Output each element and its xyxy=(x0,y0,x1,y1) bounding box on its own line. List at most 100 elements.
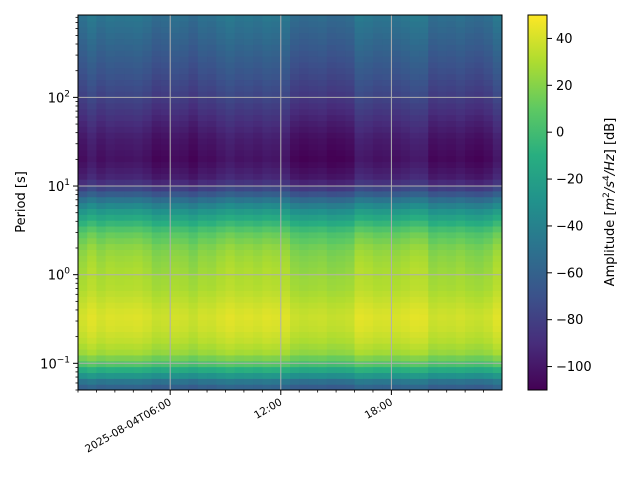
heatmap-cell xyxy=(87,384,98,390)
heatmap-cell xyxy=(483,360,494,368)
heatmap-cell xyxy=(160,44,171,51)
heatmap-cell xyxy=(271,149,282,157)
heatmap-cell xyxy=(363,378,374,385)
heatmap-cell xyxy=(225,266,236,274)
heatmap-cell xyxy=(170,97,180,104)
heatmap-cell xyxy=(96,384,107,390)
heatmap-cell xyxy=(262,161,273,168)
heatmap-cell xyxy=(96,296,107,303)
heatmap-cell xyxy=(492,225,502,233)
heatmap-cell xyxy=(492,243,502,250)
heatmap-cell xyxy=(354,126,365,133)
heatmap-cell xyxy=(114,61,125,69)
heatmap-cell xyxy=(179,220,190,227)
heatmap-cell xyxy=(151,237,162,245)
heatmap-cell xyxy=(409,167,420,174)
heatmap-cell xyxy=(160,343,171,350)
heatmap-cell xyxy=(446,61,457,69)
heatmap-cell xyxy=(428,214,439,221)
heatmap-cell xyxy=(336,149,346,157)
heatmap-cell xyxy=(437,143,448,151)
heatmap-cell xyxy=(483,15,494,22)
heatmap-cell xyxy=(465,255,475,262)
heatmap-cell xyxy=(428,313,439,321)
heatmap-cell xyxy=(105,225,116,233)
heatmap-cell xyxy=(465,354,475,362)
heatmap-cell xyxy=(465,38,475,45)
heatmap-cell xyxy=(400,184,411,192)
heatmap-cell xyxy=(253,313,263,321)
heatmap-cell xyxy=(419,348,429,356)
heatmap-cell xyxy=(197,15,208,22)
heatmap-cell xyxy=(216,155,227,163)
heatmap-cell xyxy=(179,208,190,215)
heatmap-cell xyxy=(253,143,263,151)
heatmap-cell xyxy=(197,231,208,239)
heatmap-cell xyxy=(345,85,356,92)
heatmap-cell xyxy=(290,272,300,280)
heatmap-cell xyxy=(280,73,291,81)
heatmap-cell xyxy=(207,184,217,192)
heatmap-cell xyxy=(492,360,502,368)
heatmap-cell xyxy=(382,284,392,291)
heatmap-cell xyxy=(216,214,227,221)
heatmap-cell xyxy=(96,266,107,274)
heatmap-cell xyxy=(216,237,227,245)
heatmap-cell xyxy=(317,138,328,145)
heatmap-cell xyxy=(114,343,125,350)
heatmap-cell xyxy=(216,360,227,368)
heatmap-cell xyxy=(271,61,282,69)
heatmap-cell xyxy=(372,143,383,151)
heatmap-cell xyxy=(243,296,254,303)
heatmap-cell xyxy=(133,296,144,303)
heatmap-cell xyxy=(207,85,217,92)
heatmap-cell xyxy=(271,15,282,22)
heatmap-cell xyxy=(446,360,457,368)
heatmap-cell xyxy=(428,278,439,286)
heatmap-cell xyxy=(400,249,411,256)
heatmap-cell xyxy=(391,296,402,303)
heatmap-cell xyxy=(216,313,227,321)
heatmap-cell xyxy=(133,32,144,40)
heatmap-cell xyxy=(188,126,199,133)
heatmap-cell xyxy=(446,325,457,333)
heatmap-cell xyxy=(170,225,180,233)
heatmap-cell xyxy=(114,384,125,390)
heatmap-cell xyxy=(280,167,291,174)
heatmap-cell xyxy=(474,56,485,63)
heatmap-cell xyxy=(455,97,466,104)
heatmap-cell xyxy=(336,73,346,81)
heatmap-cell xyxy=(455,32,466,40)
heatmap-cell xyxy=(197,237,208,245)
heatmap-cell xyxy=(483,319,494,327)
heatmap-cell xyxy=(345,102,356,110)
heatmap-cell xyxy=(290,261,300,268)
heatmap-cell xyxy=(437,161,448,168)
heatmap-cell xyxy=(419,114,429,122)
heatmap-cell xyxy=(234,261,245,268)
heatmap-cell xyxy=(262,73,273,81)
heatmap-cell xyxy=(446,97,457,104)
heatmap-cell xyxy=(105,278,116,286)
heatmap-cell xyxy=(428,307,439,315)
heatmap-cell xyxy=(326,272,337,280)
heatmap-cell xyxy=(225,290,236,297)
heatmap-cell xyxy=(197,220,208,227)
heatmap-cell xyxy=(363,173,374,180)
heatmap-cell xyxy=(400,237,411,245)
heatmap-cell xyxy=(382,167,392,174)
colorbar-label: Amplitude [m2/s4/Hz] [dB] xyxy=(602,118,618,287)
heatmap-cell xyxy=(437,266,448,274)
heatmap-cell xyxy=(326,173,337,180)
heatmap-cell xyxy=(465,343,475,350)
heatmap-cell xyxy=(400,307,411,315)
heatmap-cell xyxy=(225,313,236,321)
heatmap-cell xyxy=(336,243,346,250)
heatmap-cell xyxy=(271,272,282,280)
heatmap-cell xyxy=(262,179,273,186)
heatmap-cell xyxy=(290,102,300,110)
heatmap-cell xyxy=(197,337,208,344)
heatmap-cell xyxy=(124,108,134,116)
heatmap-cell xyxy=(345,202,356,209)
